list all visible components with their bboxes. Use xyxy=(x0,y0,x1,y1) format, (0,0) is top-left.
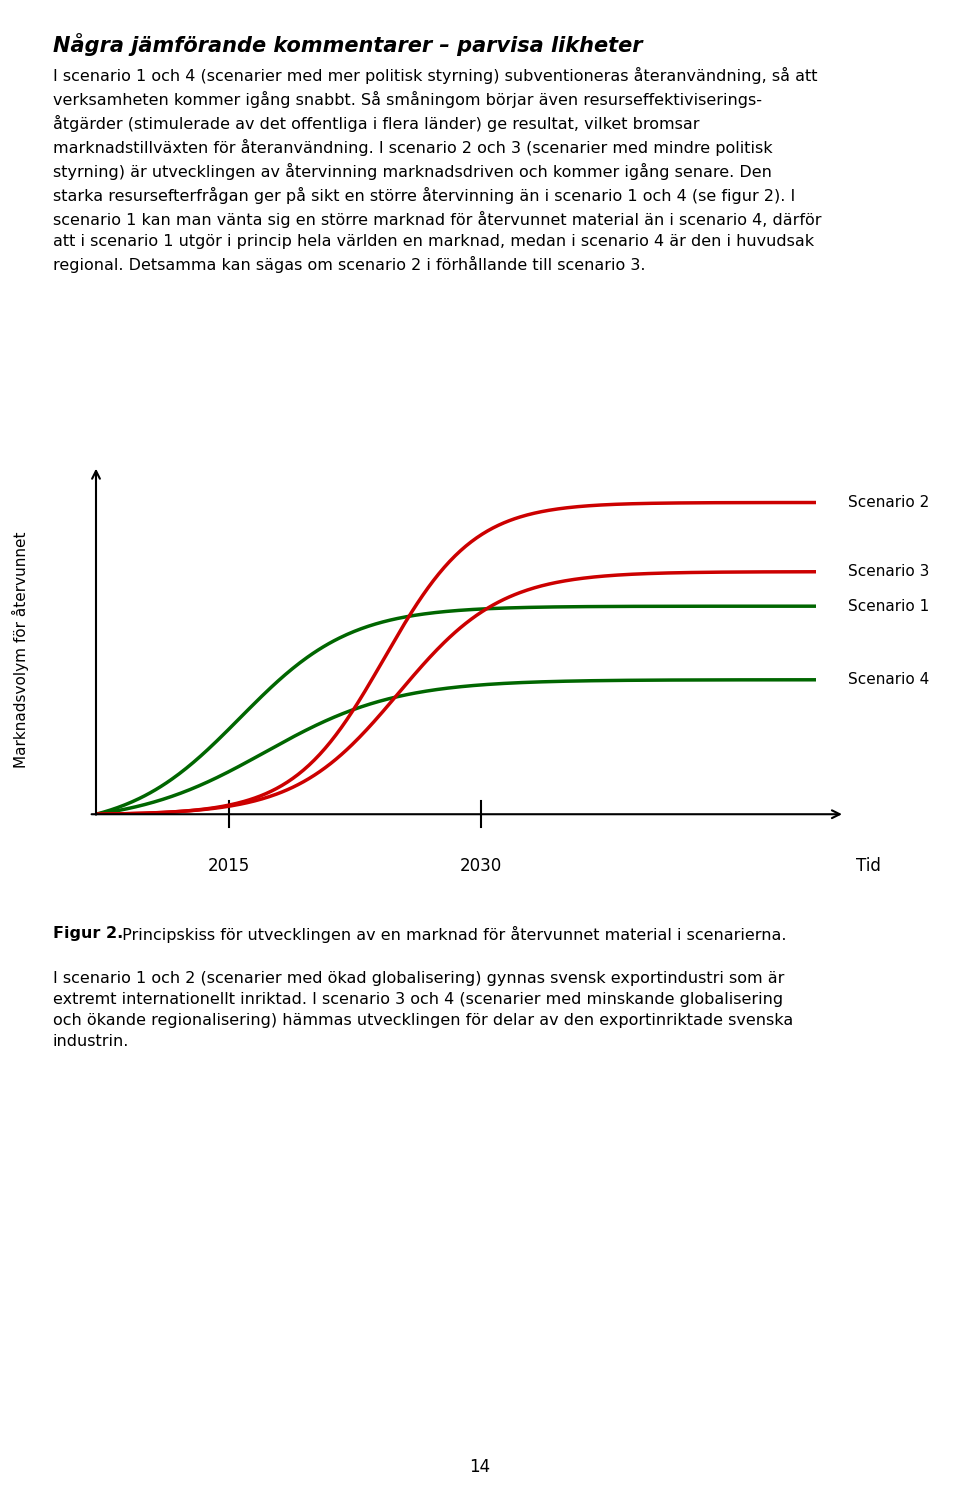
Text: Scenario 2: Scenario 2 xyxy=(849,495,929,509)
Text: Tid: Tid xyxy=(855,858,880,875)
Text: Marknadsvolym för återvunnet: Marknadsvolym för återvunnet xyxy=(12,532,29,768)
Text: I scenario 1 och 2 (scenarier med ökad globalisering) gynnas svensk exportindust: I scenario 1 och 2 (scenarier med ökad g… xyxy=(53,971,793,1049)
Text: 2015: 2015 xyxy=(208,858,251,875)
Text: Figur 2.: Figur 2. xyxy=(53,926,123,941)
Text: Principskiss för utvecklingen av en marknad för återvunnet material i scenariern: Principskiss för utvecklingen av en mark… xyxy=(117,926,786,943)
Text: Några jämförande kommentarer – parvisa likheter: Några jämförande kommentarer – parvisa l… xyxy=(53,33,642,55)
Text: Scenario 4: Scenario 4 xyxy=(849,672,929,687)
Text: 14: 14 xyxy=(469,1458,491,1476)
Text: Scenario 1: Scenario 1 xyxy=(849,599,929,614)
Text: Scenario 3: Scenario 3 xyxy=(849,565,930,580)
Text: 2030: 2030 xyxy=(460,858,502,875)
Text: I scenario 1 och 4 (scenarier med mer politisk styrning) subventioneras återanvä: I scenario 1 och 4 (scenarier med mer po… xyxy=(53,67,822,273)
